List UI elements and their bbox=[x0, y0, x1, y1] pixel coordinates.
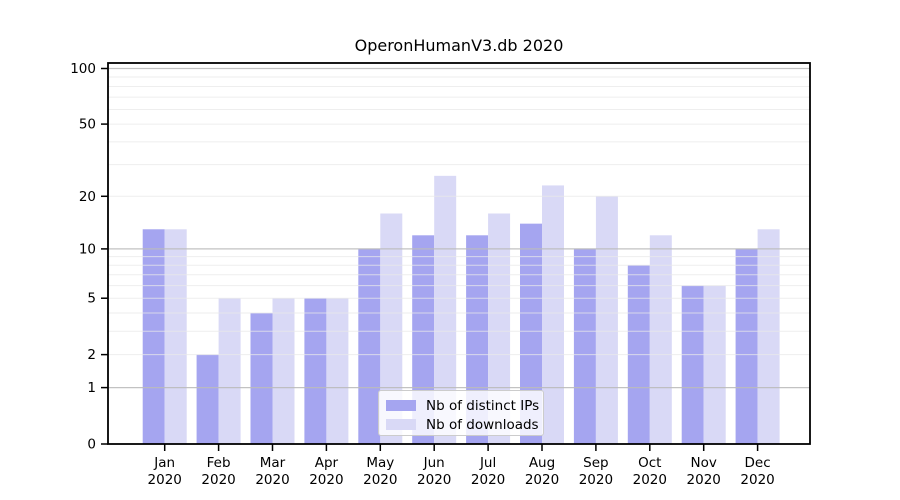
legend: Nb of distinct IPs Nb of downloads bbox=[378, 390, 544, 436]
y-tick-label: 2 bbox=[87, 347, 96, 363]
bar-mar-series1 bbox=[272, 298, 295, 444]
x-tick-label-month: Mar bbox=[260, 455, 286, 471]
chart-title: OperonHumanV3.db 2020 bbox=[354, 36, 564, 55]
x-tick-label-year: 2020 bbox=[525, 472, 559, 488]
bar-sep-series1 bbox=[595, 196, 618, 444]
x-tick-label-month: Jul bbox=[479, 455, 496, 471]
bar-feb-series1 bbox=[218, 298, 241, 444]
bar-dec-series1 bbox=[757, 229, 780, 444]
x-tick-label-month: Oct bbox=[638, 455, 661, 471]
bar-jan-series0 bbox=[142, 229, 165, 444]
x-tick-label-year: 2020 bbox=[201, 472, 235, 488]
y-tick-label: 100 bbox=[70, 61, 96, 77]
legend-label-downloads: Nb of downloads bbox=[426, 416, 539, 433]
x-tick-label-month: Jan bbox=[153, 455, 175, 471]
legend-item-distinct-ips: Nb of distinct IPs bbox=[386, 396, 540, 415]
bar-aug-series1 bbox=[542, 185, 564, 444]
x-tick-label-month: May bbox=[366, 455, 394, 471]
bar-nov-series1 bbox=[703, 285, 726, 444]
x-tick-label-year: 2020 bbox=[687, 472, 721, 488]
y-tick-label: 10 bbox=[79, 241, 96, 257]
x-tick-label-year: 2020 bbox=[579, 472, 613, 488]
bar-nov-series0 bbox=[681, 285, 704, 444]
x-tick-label-year: 2020 bbox=[255, 472, 289, 488]
x-tick-label-month: Dec bbox=[745, 455, 771, 471]
x-tick-label-year: 2020 bbox=[417, 472, 451, 488]
x-tick-label-month: Aug bbox=[529, 455, 555, 471]
bar-may-series1 bbox=[380, 213, 403, 444]
bar-may-series0 bbox=[358, 248, 381, 444]
y-tick-label: 5 bbox=[87, 291, 96, 307]
x-tick-label-year: 2020 bbox=[471, 472, 505, 488]
bar-jan-series1 bbox=[164, 229, 187, 444]
x-tick-label-year: 2020 bbox=[363, 472, 397, 488]
x-tick-label-year: 2020 bbox=[148, 472, 182, 488]
x-tick-label-month: Feb bbox=[207, 455, 231, 471]
legend-swatch-distinct-ips bbox=[386, 400, 416, 411]
y-tick-label: 50 bbox=[79, 117, 96, 133]
y-tick-label: 0 bbox=[87, 437, 96, 453]
x-tick-label-year: 2020 bbox=[740, 472, 774, 488]
bar-sep-series0 bbox=[573, 248, 596, 444]
bar-jul-series1 bbox=[488, 213, 511, 444]
x-tick-label-year: 2020 bbox=[309, 472, 343, 488]
x-tick-label-month: Sep bbox=[583, 455, 608, 471]
bar-apr-series1 bbox=[326, 298, 349, 444]
bar-oct-series1 bbox=[649, 235, 672, 444]
bar-dec-series0 bbox=[735, 248, 758, 444]
y-tick-label: 1 bbox=[87, 380, 96, 396]
axes-frame bbox=[107, 62, 811, 445]
legend-label-distinct-ips: Nb of distinct IPs bbox=[426, 397, 540, 414]
x-tick-label-month: Nov bbox=[691, 455, 717, 471]
legend-swatch-downloads bbox=[386, 419, 416, 430]
x-tick-label-month: Jun bbox=[423, 455, 445, 471]
bar-jun-series1 bbox=[434, 175, 457, 444]
bar-aug-series0 bbox=[520, 223, 542, 444]
bar-apr-series0 bbox=[304, 298, 327, 444]
x-tick-label-year: 2020 bbox=[633, 472, 667, 488]
y-tick-label: 20 bbox=[79, 189, 96, 205]
bar-feb-series0 bbox=[196, 354, 219, 444]
legend-item-downloads: Nb of downloads bbox=[386, 415, 539, 434]
x-tick-label-month: Apr bbox=[315, 455, 339, 471]
bar-mar-series0 bbox=[250, 313, 273, 444]
